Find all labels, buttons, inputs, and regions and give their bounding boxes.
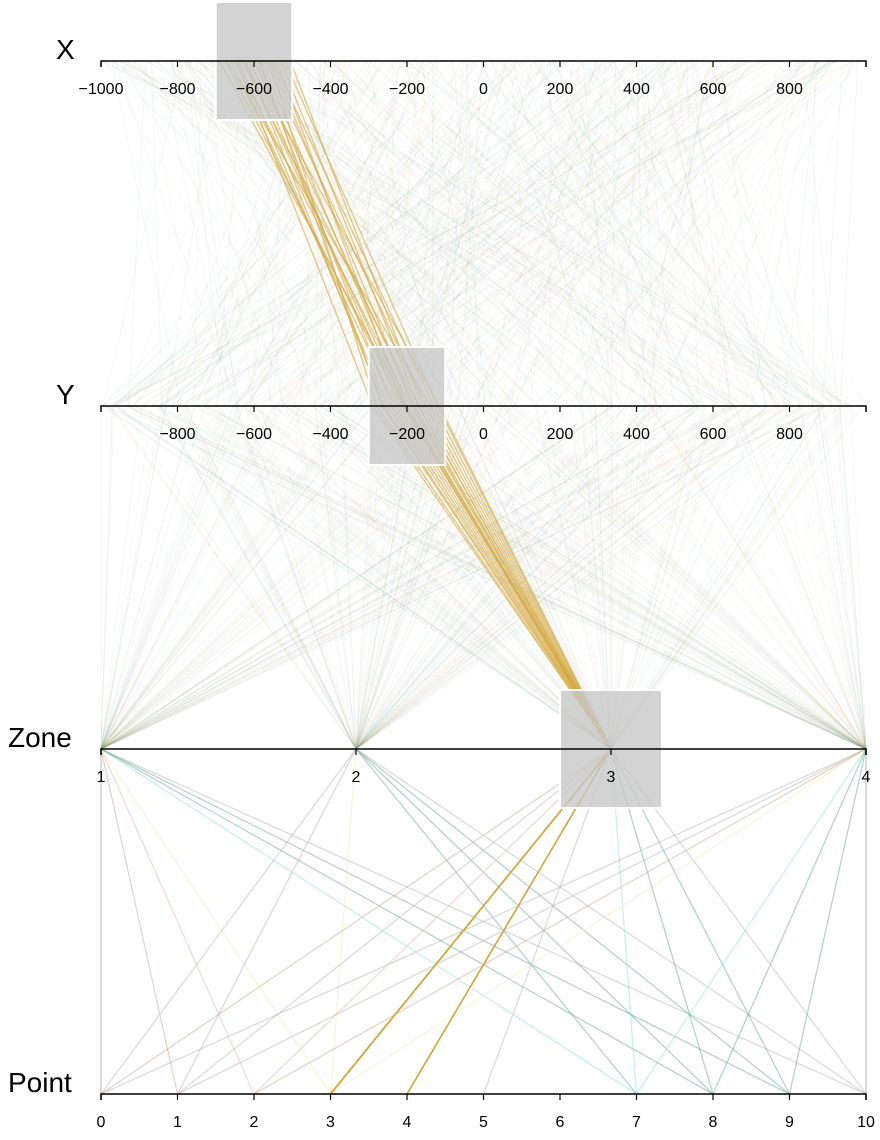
tick-label: −800	[159, 426, 195, 443]
tick-label: 800	[776, 426, 803, 443]
zone-point-link	[253, 748, 867, 1095]
axis-title-zone: Zone	[8, 722, 72, 753]
tick-label: 10	[857, 1114, 875, 1131]
axis-title-x: X	[56, 34, 75, 65]
zone-point-link	[177, 748, 867, 1095]
tick-label: 800	[776, 81, 803, 98]
zone-point-link	[176, 748, 357, 1095]
tick-label: 1	[97, 769, 106, 786]
zone-point-link	[355, 748, 714, 1095]
tick-label: 1	[173, 1114, 182, 1131]
tick-label: 600	[700, 81, 727, 98]
tick-label: 0	[479, 81, 488, 98]
zone-point-link	[330, 748, 867, 1095]
zone-point-lines	[100, 748, 867, 1095]
tick-label: −200	[389, 426, 425, 443]
tick-label: 2	[352, 769, 361, 786]
background-lines	[100, 60, 867, 750]
tick-label: 400	[623, 81, 650, 98]
zone-point-link	[635, 748, 867, 1095]
zone-point-link	[100, 748, 179, 1095]
zone-point-link	[177, 748, 612, 1095]
tick-label: 400	[623, 426, 650, 443]
zone-point-link	[100, 748, 867, 1095]
tick-label: 200	[547, 81, 574, 98]
tick-label: 2	[250, 1114, 259, 1131]
tick-label: 5	[479, 1114, 488, 1131]
tick-label: 4	[862, 769, 871, 786]
zone-point-link	[355, 748, 638, 1095]
tick-label: −200	[389, 81, 425, 98]
tick-label: 4	[403, 1114, 412, 1131]
tick-label: 6	[556, 1114, 565, 1131]
tick-label: −1000	[79, 81, 124, 98]
zone-point-link	[100, 748, 867, 1095]
axes-group: −1000 −800 −600 −400 −200 0 200 400 600 800X−800−…	[8, 1, 875, 1131]
tick-label: −800	[159, 81, 195, 98]
axis-x: −1000 −800 −600 −400 −200 0 200 400 600 800 X	[56, 1, 867, 121]
zone-point-link	[100, 748, 255, 1095]
zone-point-link	[100, 748, 332, 1095]
axis-title-y: Y	[56, 379, 75, 410]
tick-label: 7	[632, 1114, 641, 1131]
axis-y: −800 −600 −400 −200 0 200 400 600 800 Y	[56, 346, 867, 466]
tick-label: −600	[236, 81, 272, 98]
axis-title-point: Point	[8, 1067, 72, 1098]
axis-domain	[100, 748, 867, 755]
zone-point-link	[329, 748, 357, 1095]
tick-label: 3	[326, 1114, 335, 1131]
zone-point-link	[100, 748, 612, 1095]
zone-point-link	[355, 748, 790, 1095]
tick-label: 0	[479, 426, 488, 443]
zone-point-link	[788, 748, 867, 1095]
zone-point-link	[100, 748, 714, 1095]
tick-label: 8	[709, 1114, 718, 1131]
tick-label: −400	[312, 426, 348, 443]
tick-label: 0	[97, 1114, 106, 1131]
highlighted-record	[289, 60, 612, 1095]
zone-point-link	[100, 748, 357, 1095]
highlighted-lines	[218, 60, 612, 1095]
tick-label: 200	[547, 426, 574, 443]
zone-point-link	[100, 748, 637, 1095]
zone-point-link	[100, 748, 790, 1095]
tick-label: 9	[785, 1114, 794, 1131]
zone-point-link	[712, 748, 867, 1095]
zone-point-link	[355, 748, 867, 1095]
axis-point: 0 1 2 3 4 5 6 7 8 9 10 Point	[8, 1067, 875, 1131]
tick-label: 3	[607, 769, 616, 786]
tick-label: 600	[700, 426, 727, 443]
highlighted-record	[243, 60, 612, 1095]
tick-label: −400	[312, 81, 348, 98]
tick-label: −600	[236, 426, 272, 443]
axis-zone: 1 2 3 4 Zone	[8, 689, 871, 809]
zone-point-link	[253, 748, 612, 1095]
